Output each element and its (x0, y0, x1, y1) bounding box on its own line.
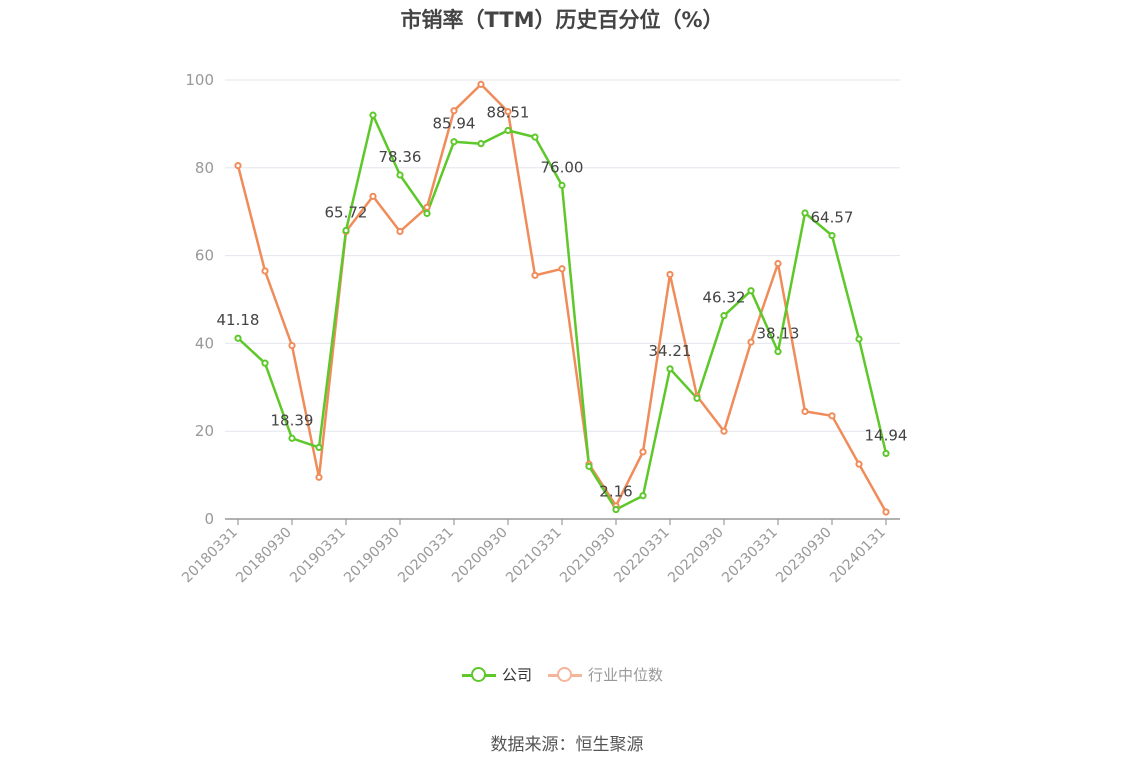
data-point-industry (639, 448, 647, 456)
x-tick-label: 20210331 (503, 525, 565, 587)
data-point-industry (828, 412, 836, 420)
data-point-company (342, 226, 350, 235)
data-label-company: 14.94 (865, 426, 908, 444)
x-tick-label: 20190331 (287, 525, 349, 587)
x-tick-label: 20210930 (557, 525, 619, 587)
data-point-company (747, 287, 755, 295)
data-point-company (369, 111, 377, 119)
legend-item-company[interactable]: 公司 (462, 664, 532, 685)
legend-company-marker-icon (462, 666, 496, 684)
x-tick-label: 20180331 (179, 525, 241, 587)
data-point-company (261, 359, 269, 367)
data-label-company: 41.18 (217, 311, 260, 329)
data-label-company: 78.36 (379, 148, 422, 166)
data-point-company (828, 231, 836, 240)
data-point-company (693, 394, 701, 402)
data-point-company (234, 334, 242, 342)
x-tick-label: 20230930 (773, 525, 835, 587)
x-tick-label: 20200331 (395, 525, 457, 587)
data-label-company: 46.32 (703, 289, 746, 307)
data-point-industry (558, 265, 566, 273)
data-label-company: 76.00 (541, 158, 584, 176)
data-source: 数据来源：恒生聚源 (490, 735, 644, 755)
data-point-industry (423, 203, 431, 211)
data-point-company (558, 181, 566, 189)
data-point-company (639, 492, 647, 500)
x-tick-label: 20230331 (719, 525, 781, 587)
data-point-industry (288, 341, 296, 350)
data-point-industry (774, 259, 782, 268)
data-point-industry (882, 508, 890, 516)
data-label-company: 2.16 (599, 483, 632, 501)
data-point-company (504, 126, 512, 135)
data-point-company (450, 138, 458, 146)
data-label-company: 34.21 (649, 342, 692, 360)
data-point-company (720, 312, 728, 320)
data-point-company (315, 443, 323, 452)
y-tick-label: 0 (204, 510, 214, 528)
chart-title: 市销率（TTM）历史百分位（%） (400, 8, 724, 32)
x-tick-label: 20240131 (827, 525, 889, 587)
data-label-company: 65.72 (325, 203, 368, 221)
data-point-company (666, 365, 674, 373)
data-point-company (774, 348, 782, 356)
data-point-industry (720, 427, 728, 435)
data-point-company (801, 209, 809, 217)
data-point-company (882, 449, 890, 458)
data-label-company: 88.51 (487, 103, 530, 121)
data-point-company (423, 209, 431, 218)
data-point-company (396, 171, 404, 179)
data-point-industry (747, 338, 755, 346)
data-point-industry (396, 227, 404, 236)
data-point-industry (666, 270, 674, 279)
data-point-industry (855, 460, 863, 468)
data-point-company (612, 505, 620, 514)
data-label-company: 18.39 (271, 411, 314, 429)
chart-legend: 公司 行业中位数 (462, 664, 679, 685)
data-point-company (855, 335, 863, 343)
data-label-company: 38.13 (757, 325, 800, 343)
x-tick-label: 20220331 (611, 525, 673, 587)
data-point-industry (477, 80, 485, 88)
data-point-industry (234, 162, 242, 170)
y-tick-label: 40 (195, 334, 214, 352)
data-point-industry (801, 407, 809, 416)
data-point-company (531, 133, 539, 141)
data-point-company (477, 140, 485, 148)
y-tick-label: 100 (185, 71, 214, 89)
y-tick-label: 80 (195, 159, 214, 177)
x-tick-label: 20200930 (449, 525, 511, 587)
data-point-industry (531, 271, 539, 279)
data-label-company: 85.94 (433, 115, 476, 133)
data-point-company (585, 462, 593, 470)
legend-industry-marker-icon (548, 666, 583, 684)
data-label-company: 64.57 (811, 209, 854, 227)
data-point-industry (504, 108, 512, 116)
legend-item-industry[interactable]: 行业中位数 (548, 664, 663, 685)
legend-company-label: 公司 (502, 666, 533, 684)
legend-industry-label: 行业中位数 (588, 666, 664, 684)
x-tick-label: 20190930 (341, 525, 403, 587)
data-point-industry (369, 192, 377, 200)
data-point-industry (315, 473, 323, 481)
data-point-company (288, 434, 296, 442)
y-tick-label: 60 (195, 247, 214, 265)
y-tick-label: 20 (195, 422, 214, 440)
data-point-industry (261, 267, 269, 275)
x-tick-label: 20220930 (665, 525, 727, 587)
data-point-industry (450, 107, 458, 115)
x-tick-label: 20180930 (233, 525, 295, 587)
